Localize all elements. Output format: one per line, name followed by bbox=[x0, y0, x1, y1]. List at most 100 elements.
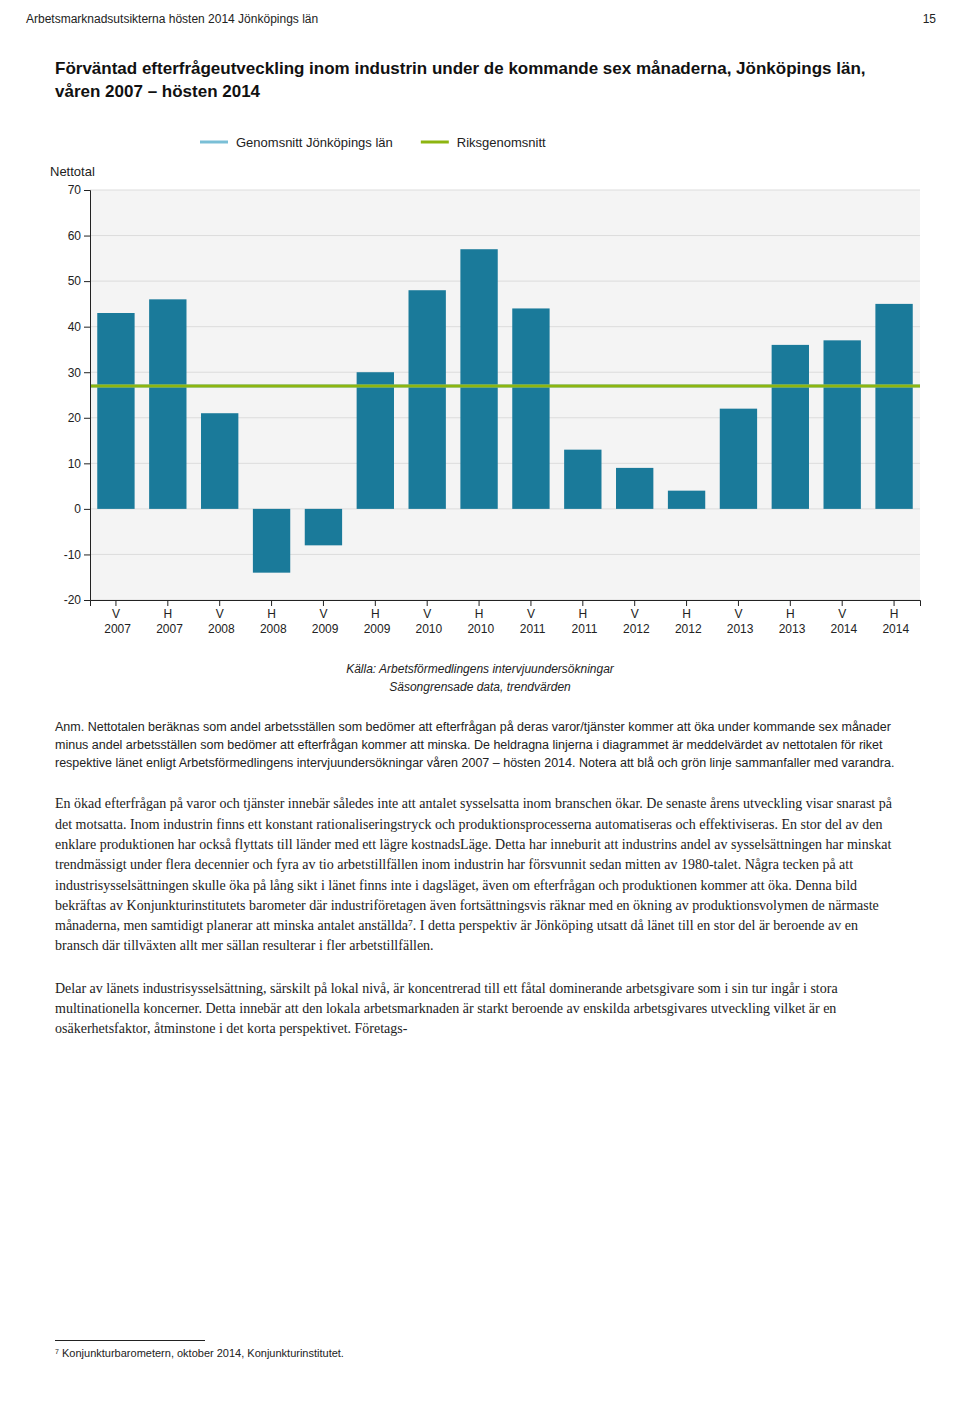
x-tick-mark bbox=[530, 600, 531, 606]
x-tick: H 2012 bbox=[672, 600, 702, 636]
x-tick: V 2009 bbox=[308, 600, 338, 636]
x-tick: H 2007 bbox=[153, 600, 183, 636]
y-tick-label: 40 bbox=[68, 320, 82, 334]
bar bbox=[875, 304, 912, 509]
x-tick: V 2008 bbox=[205, 600, 235, 636]
x-tick: H 2013 bbox=[775, 600, 805, 636]
x-tick-label: V 2011 bbox=[516, 607, 545, 636]
x-tick-label: V 2009 bbox=[308, 607, 338, 636]
bar bbox=[668, 491, 705, 509]
legend-label: Genomsnitt Jönköpings län bbox=[236, 135, 393, 150]
bar bbox=[616, 468, 653, 509]
page-number: 15 bbox=[923, 12, 936, 26]
grid bbox=[90, 190, 920, 600]
y-tick-label: 50 bbox=[68, 274, 82, 288]
bar bbox=[772, 345, 809, 509]
grid-line bbox=[90, 326, 920, 327]
grid-line bbox=[90, 235, 920, 236]
legend-item: Genomsnitt Jönköpings län bbox=[200, 135, 393, 150]
legend-swatch bbox=[200, 141, 228, 144]
reference-line bbox=[90, 384, 920, 387]
x-tick: H 2010 bbox=[464, 600, 494, 636]
x-tick-label: V 2008 bbox=[205, 607, 235, 636]
y-tick-label: -10 bbox=[64, 548, 82, 562]
reference-line bbox=[90, 384, 920, 387]
x-tick-mark bbox=[219, 600, 220, 606]
y-tick-label: 20 bbox=[68, 411, 82, 425]
y-tick: 30 bbox=[68, 366, 90, 380]
bar bbox=[824, 340, 861, 509]
x-tick: V 2014 bbox=[827, 600, 857, 636]
x-tick-mark bbox=[738, 600, 739, 606]
grid-line bbox=[90, 190, 920, 191]
x-tick-mark bbox=[634, 600, 635, 606]
grid-line bbox=[90, 281, 920, 282]
y-tick-mark bbox=[84, 327, 90, 328]
x-axis: V 2007 H 2007 V 2008 H 2008 V 2009 H 2009 V 20… bbox=[91, 600, 921, 636]
x-tick-mark bbox=[842, 600, 843, 606]
x-tick-mark bbox=[686, 600, 687, 606]
y-tick: 70 bbox=[68, 183, 90, 197]
chart: Förväntad efterfrågeutveckling inom indu… bbox=[0, 40, 960, 650]
y-tick-mark bbox=[84, 509, 90, 510]
x-tick-mark bbox=[790, 600, 791, 606]
body-paragraph: En ökad efterfrågan på varor och tjänste… bbox=[55, 794, 905, 956]
y-tick-mark bbox=[84, 236, 90, 237]
footnote: ⁷ Konjunkturbarometern, oktober 2014, Ko… bbox=[55, 1347, 905, 1359]
text-body: Källa: Arbetsförmedlingens intervjuunder… bbox=[0, 660, 960, 1040]
y-tick-label: -20 bbox=[64, 593, 82, 607]
bar bbox=[512, 308, 549, 508]
y-tick: 60 bbox=[68, 229, 90, 243]
source-line: Källa: Arbetsförmedlingens intervjuunder… bbox=[0, 660, 960, 678]
x-tick-label: H 2012 bbox=[672, 607, 702, 636]
x-tick-label: H 2014 bbox=[879, 607, 909, 636]
y-tick: -20 bbox=[64, 593, 90, 607]
x-tick-mark bbox=[894, 600, 895, 606]
x-tick-mark bbox=[479, 600, 480, 606]
legend-item: Riksgenomsnitt bbox=[421, 135, 546, 150]
bar bbox=[253, 509, 290, 573]
x-tick-mark bbox=[167, 600, 168, 606]
x-tick: H 2009 bbox=[360, 600, 390, 636]
x-tick: V 2011 bbox=[516, 600, 545, 636]
x-tick-mark bbox=[427, 600, 428, 606]
y-tick: -10 bbox=[64, 548, 90, 562]
note: Anm. Nettotalen beräknas som andel arbet… bbox=[55, 718, 905, 772]
x-tick-label: V 2010 bbox=[412, 607, 442, 636]
y-tick-mark bbox=[84, 554, 90, 555]
bar bbox=[460, 249, 497, 509]
x-tick-label: H 2011 bbox=[568, 607, 597, 636]
y-tick: 50 bbox=[68, 274, 90, 288]
bar bbox=[97, 313, 134, 509]
x-tick: V 2010 bbox=[412, 600, 442, 636]
y-tick-label: 30 bbox=[68, 366, 82, 380]
x-tick-mark bbox=[375, 600, 376, 606]
body-paragraph: Delar av länets industrisysselsättning, … bbox=[55, 979, 905, 1040]
x-tick-label: H 2009 bbox=[360, 607, 390, 636]
source-line: Säsongrensade data, trendvärden bbox=[0, 678, 960, 696]
x-tick-label: H 2008 bbox=[257, 607, 287, 636]
x-tick-label: H 2007 bbox=[153, 607, 183, 636]
y-tick: 40 bbox=[68, 320, 90, 334]
bar bbox=[409, 290, 446, 509]
y-tick-mark bbox=[84, 463, 90, 464]
bar bbox=[564, 450, 601, 509]
x-tick: H 2014 bbox=[879, 600, 909, 636]
header-text: Arbetsmarknadsutsikterna hösten 2014 Jön… bbox=[26, 12, 318, 26]
x-tick: V 2007 bbox=[101, 600, 131, 636]
bar bbox=[720, 409, 757, 509]
x-tick-label: V 2013 bbox=[723, 607, 753, 636]
marks bbox=[90, 249, 920, 572]
x-tick-label: V 2007 bbox=[101, 607, 131, 636]
bar bbox=[201, 413, 238, 509]
x-tick: H 2008 bbox=[257, 600, 287, 636]
grid-line bbox=[90, 554, 920, 555]
x-tick-mark bbox=[271, 600, 272, 606]
legend: Genomsnitt Jönköpings län Riksgenomsnitt bbox=[200, 135, 546, 150]
bar bbox=[149, 299, 186, 509]
legend-swatch bbox=[421, 141, 449, 144]
y-tick-mark bbox=[84, 418, 90, 419]
y-tick-mark bbox=[84, 600, 90, 601]
bar bbox=[357, 372, 394, 509]
source: Källa: Arbetsförmedlingens intervjuunder… bbox=[0, 660, 960, 696]
